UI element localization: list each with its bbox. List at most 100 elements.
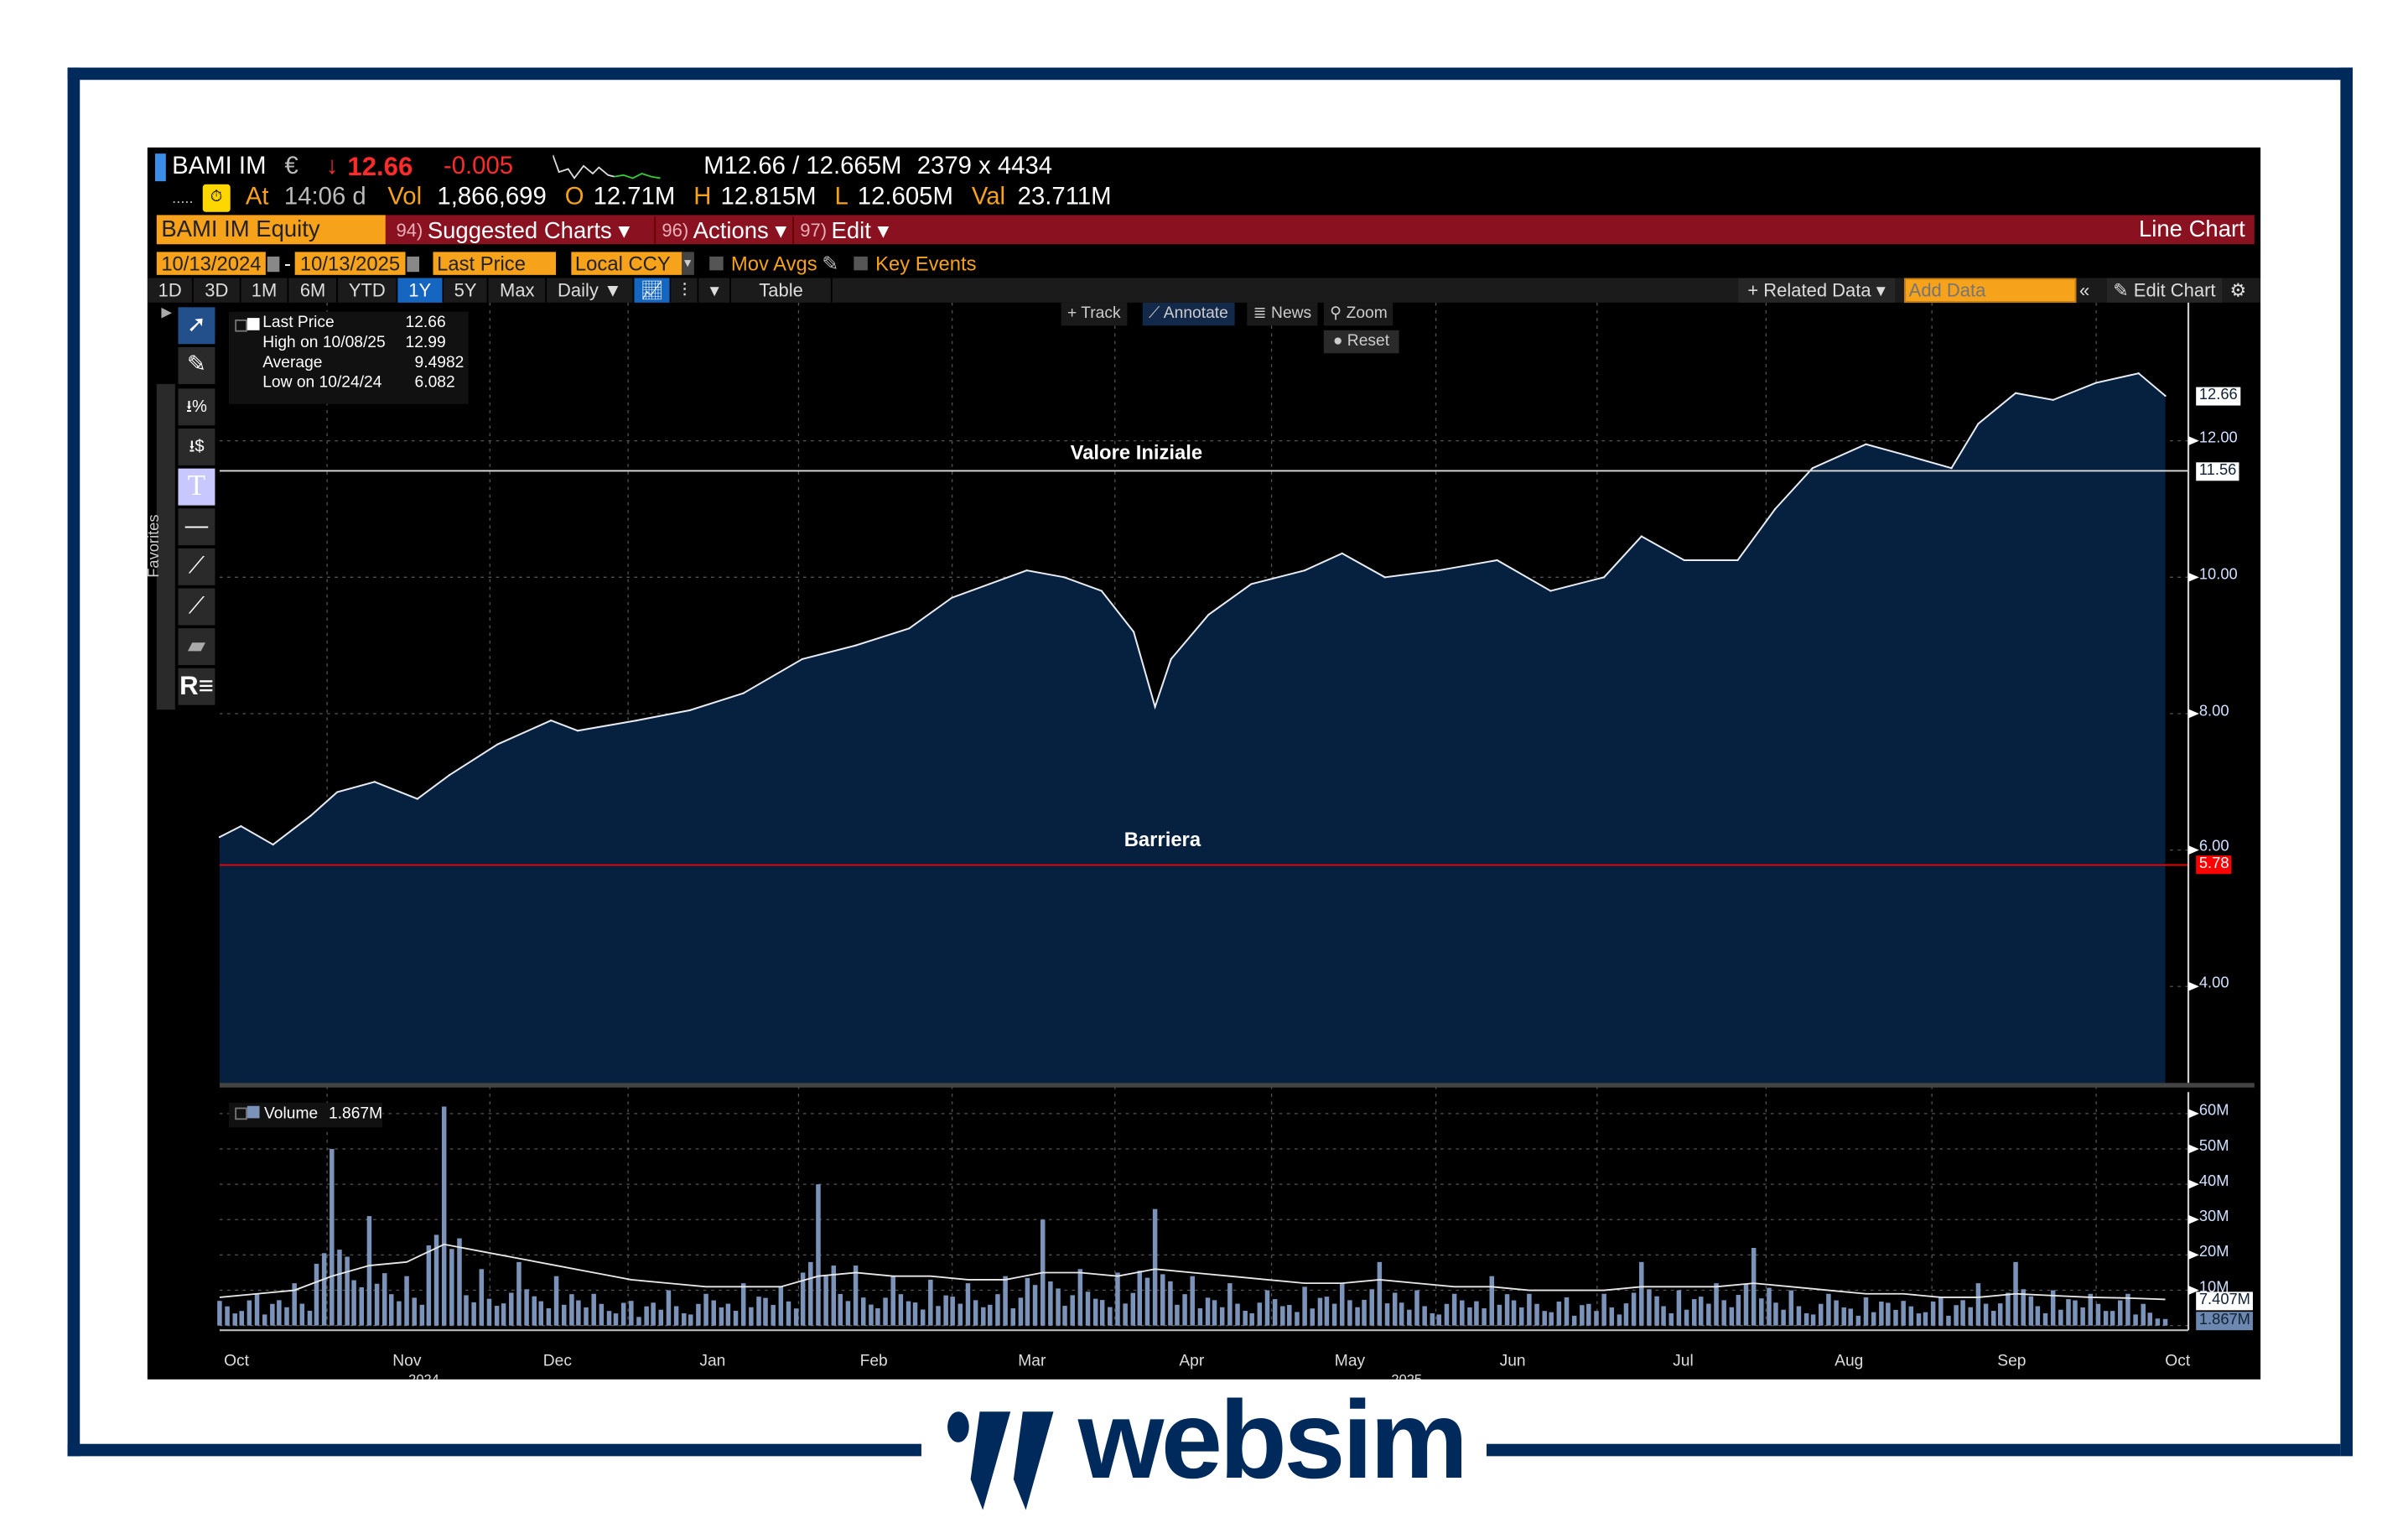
track-button[interactable]: + Track — [1061, 302, 1127, 326]
trend-line-icon[interactable]: ⟋ — [178, 548, 215, 585]
frequency-dropdown[interactable]: Daily ▼ — [547, 278, 635, 303]
pointer-tool-icon[interactable]: ➚ — [178, 307, 215, 345]
related-data-button[interactable]: + Related Data ▾ — [1738, 278, 1895, 303]
price-point — [854, 644, 857, 647]
end-date-input[interactable]: 10/13/2025 — [295, 252, 405, 275]
price-point — [1025, 569, 1028, 572]
price-point — [1207, 613, 1210, 616]
edit-chart-button[interactable]: ✎ Edit Chart — [2106, 278, 2222, 303]
bid-ask-size: 2379 x 4434 — [916, 153, 1053, 180]
period-button-1d[interactable]: 1D — [148, 278, 195, 303]
percent-measure-icon[interactable]: ⭳% — [178, 388, 215, 426]
volume-bar — [1990, 1310, 1996, 1326]
volume-bar — [973, 1300, 978, 1326]
volume-bar — [1430, 1312, 1435, 1326]
chevron-down-icon[interactable]: ▾ — [681, 252, 694, 275]
period-button-3d[interactable]: 3D — [194, 278, 241, 303]
volume-bar — [2088, 1293, 2094, 1326]
period-button-ytd[interactable]: YTD — [338, 278, 398, 303]
calendar-icon[interactable] — [406, 255, 419, 272]
price-point — [1341, 552, 1343, 554]
volume-bar — [1803, 1312, 1809, 1326]
volume-bar — [1639, 1261, 1644, 1326]
collapse-button[interactable]: « — [2078, 279, 2090, 301]
price-point — [1902, 453, 1905, 456]
price-volume-chart[interactable] — [148, 148, 2260, 1380]
volume-bar — [1586, 1303, 1591, 1326]
price-point — [2164, 394, 2167, 398]
actions-menu[interactable]: 96) Actions ▾ — [654, 216, 786, 245]
collapse-icon[interactable] — [235, 1107, 247, 1120]
mov-avgs-checkbox[interactable] — [709, 256, 724, 271]
volume-bar — [1743, 1284, 1749, 1326]
table-button[interactable]: Table — [731, 278, 833, 303]
price-point — [988, 583, 991, 585]
security-field[interactable]: BAMI IM Equity — [156, 215, 386, 245]
barrier-annotation[interactable]: Barriera — [1124, 828, 1201, 851]
volume-bar — [763, 1297, 768, 1326]
add-data-input[interactable] — [1904, 278, 2077, 303]
period-button-5y[interactable]: 5Y — [444, 278, 490, 303]
currency-selector[interactable]: Local CCY — [570, 252, 682, 275]
period-button-1y[interactable]: 1Y — [397, 278, 444, 303]
volume-bar — [928, 1279, 933, 1326]
volume-bar — [1923, 1312, 1928, 1326]
bloomberg-terminal: BAMI IM € ↓ 12.66 -0.005 M12.66 / 12.665… — [147, 147, 2261, 1380]
volume-bar — [1609, 1307, 1615, 1326]
month-label: Dec — [542, 1351, 572, 1370]
month-label: Jun — [1499, 1351, 1526, 1370]
legend-average-value: 9.4982 — [414, 353, 464, 372]
volume-bar — [629, 1301, 634, 1326]
expand-arrow-icon[interactable]: ▶ — [161, 304, 172, 320]
chart-type-title: Line Chart — [2139, 216, 2245, 243]
period-button-6m[interactable]: 6M — [289, 278, 339, 303]
multi-point-line-icon[interactable]: ⟋ — [178, 588, 215, 626]
volume-bar — [494, 1306, 500, 1326]
volume-bar — [1197, 1308, 1203, 1326]
gear-icon[interactable]: ⚙ — [2229, 279, 2247, 301]
volume-bar — [957, 1303, 963, 1326]
edit-menu[interactable]: 97) Edit ▾ — [792, 216, 889, 245]
text-tool-icon[interactable]: T — [178, 468, 215, 506]
volume-bar — [397, 1301, 402, 1326]
news-button[interactable]: ≣ News — [1247, 302, 1318, 326]
pen-tool-icon[interactable]: ✎ — [178, 346, 215, 384]
reset-button[interactable]: ● Reset — [1323, 330, 1399, 354]
initial-value-annotation[interactable]: Valore Iniziale — [1070, 440, 1203, 465]
price-measure-icon[interactable]: ⭳$ — [178, 429, 215, 465]
volume-bar — [1302, 1286, 1307, 1326]
price-tick — [2188, 436, 2199, 446]
period-button-1m[interactable]: 1M — [241, 278, 289, 303]
annotate-button[interactable]: ⟋ Annotate — [1142, 302, 1235, 326]
key-events-checkbox[interactable] — [854, 256, 868, 271]
horizontal-line-icon[interactable]: — — [178, 508, 215, 546]
price-tick-label: 10.00 — [2198, 566, 2238, 584]
zoom-button[interactable]: ⚲ Zoom — [1323, 302, 1394, 326]
period-button-max[interactable]: Max — [489, 278, 548, 303]
pencil-icon[interactable]: ✎ — [822, 251, 839, 274]
currency: € — [284, 153, 298, 180]
retracement-icon[interactable]: R≡ — [178, 668, 215, 705]
volume-bar — [1212, 1300, 1217, 1326]
line-chart-icon[interactable]: 📈︎ — [634, 278, 672, 303]
volume-bar — [2095, 1303, 2101, 1326]
collapse-icon[interactable] — [235, 319, 247, 332]
bar-chart-icon[interactable]: ⫶ — [672, 278, 699, 303]
volume-bar — [2080, 1307, 2085, 1326]
volume-legend-value: 1.867M — [328, 1104, 383, 1123]
volume-bar — [516, 1261, 522, 1326]
field-selector[interactable]: Last Price — [432, 252, 556, 275]
chevron-down-icon[interactable]: ▾ — [699, 278, 732, 303]
volume-bar — [2021, 1289, 2026, 1326]
volume-bar — [524, 1289, 529, 1326]
volume-bar — [606, 1311, 612, 1326]
start-date-input[interactable]: 10/13/2024 — [156, 252, 267, 275]
suggested-charts-menu[interactable]: 94) Suggested Charts ▾ — [397, 216, 631, 244]
favorites-tab[interactable]: Favorites — [148, 383, 175, 710]
volume-bar — [299, 1303, 305, 1326]
calendar-icon[interactable] — [267, 255, 280, 272]
channel-icon[interactable]: ▰ — [178, 628, 215, 666]
clock-icon[interactable]: ⏱ — [202, 184, 231, 212]
volume-bar — [965, 1283, 971, 1326]
month-label: Mar — [1018, 1351, 1046, 1370]
